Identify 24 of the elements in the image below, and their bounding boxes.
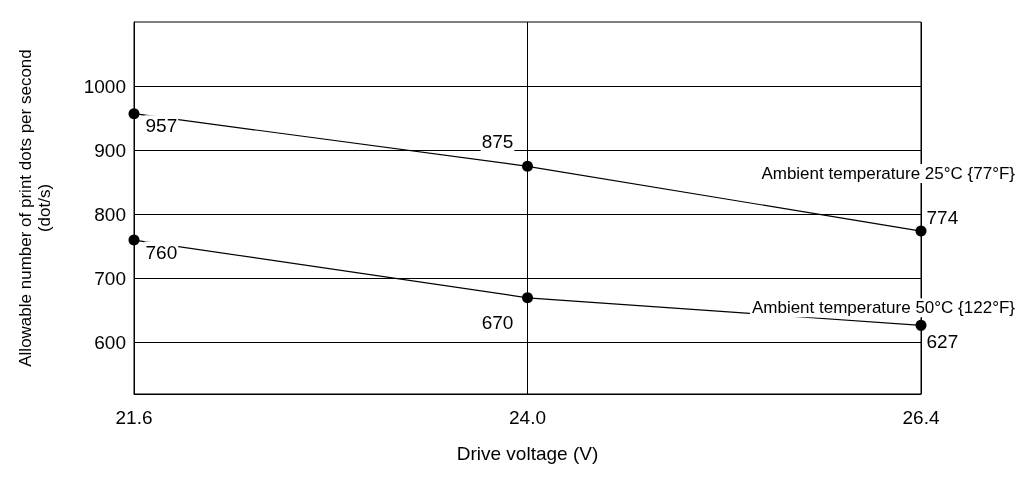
y-tick-label: 600 bbox=[94, 332, 126, 354]
series-label: Ambient temperature 25°C {77°F} bbox=[761, 164, 1016, 184]
point bbox=[128, 234, 140, 246]
x-tick-label: 26.4 bbox=[902, 407, 940, 428]
x-tick-label: 21.6 bbox=[115, 407, 153, 428]
y-tick-label: 1000 bbox=[83, 75, 126, 97]
data-label: 875 bbox=[481, 130, 514, 152]
point bbox=[915, 225, 927, 237]
x-axis-title: Drive voltage (V) bbox=[456, 443, 599, 464]
data-label: 760 bbox=[145, 241, 178, 263]
point bbox=[522, 292, 533, 304]
y-tick-label: 900 bbox=[94, 139, 126, 161]
point bbox=[128, 108, 140, 120]
data-label: 957 bbox=[145, 115, 178, 137]
point bbox=[522, 160, 533, 172]
y-axis-title: Allowable number of print dots per second (dot/s) bbox=[16, 49, 54, 367]
series-label: Ambient temperature 50°C {122°F} bbox=[751, 298, 1016, 318]
data-label: 670 bbox=[481, 312, 514, 334]
data-label: 774 bbox=[926, 206, 959, 228]
data-label: 627 bbox=[926, 330, 959, 352]
x-tick-label: 24.0 bbox=[509, 407, 546, 428]
y-tick-label: 800 bbox=[94, 203, 126, 225]
point bbox=[915, 319, 927, 331]
y-tick-label: 700 bbox=[94, 268, 126, 290]
